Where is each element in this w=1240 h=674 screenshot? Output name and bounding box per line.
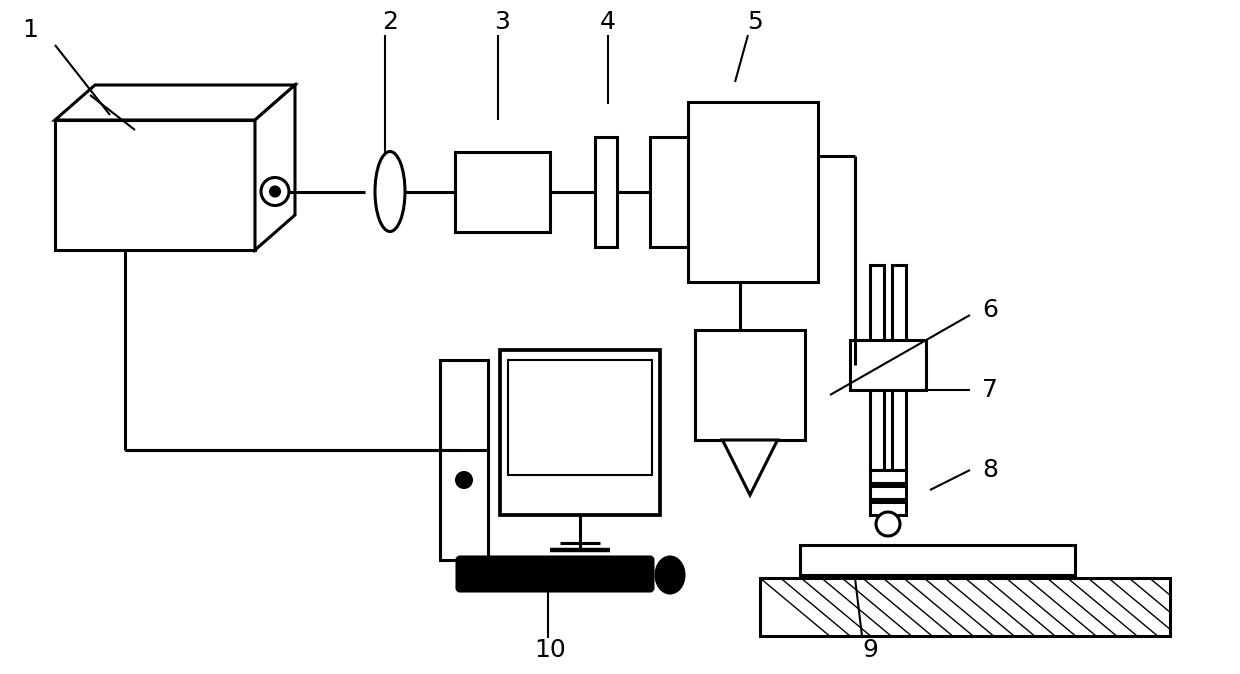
Bar [55,120,255,250]
Bar [595,137,618,247]
Circle shape [270,187,280,197]
Bar [870,486,906,499]
Bar [760,578,1171,636]
Bar [455,152,551,231]
Ellipse shape [656,557,684,593]
Bar [800,545,1075,575]
Circle shape [875,512,900,536]
Bar [870,502,906,515]
Text: 6: 6 [982,298,998,322]
Text: 1: 1 [22,18,38,42]
Text: 3: 3 [494,10,510,34]
Circle shape [456,472,472,488]
Polygon shape [255,85,295,250]
Text: 10: 10 [534,638,565,662]
Text: 5: 5 [748,10,763,34]
Bar [688,102,818,282]
Polygon shape [55,85,295,120]
Bar [440,360,489,560]
Text: 8: 8 [982,458,998,482]
Bar [870,265,884,470]
Text: 2: 2 [382,10,398,34]
Bar [870,470,906,483]
Ellipse shape [374,152,405,231]
Polygon shape [723,440,777,495]
Bar [508,360,652,475]
Text: 9: 9 [862,638,878,662]
Bar [650,137,688,247]
Text: 7: 7 [982,378,998,402]
Bar [694,330,805,440]
Bar [892,265,906,470]
FancyBboxPatch shape [458,557,653,591]
Text: 4: 4 [600,10,616,34]
Circle shape [260,177,289,206]
Bar [849,340,926,390]
Bar [500,350,660,515]
